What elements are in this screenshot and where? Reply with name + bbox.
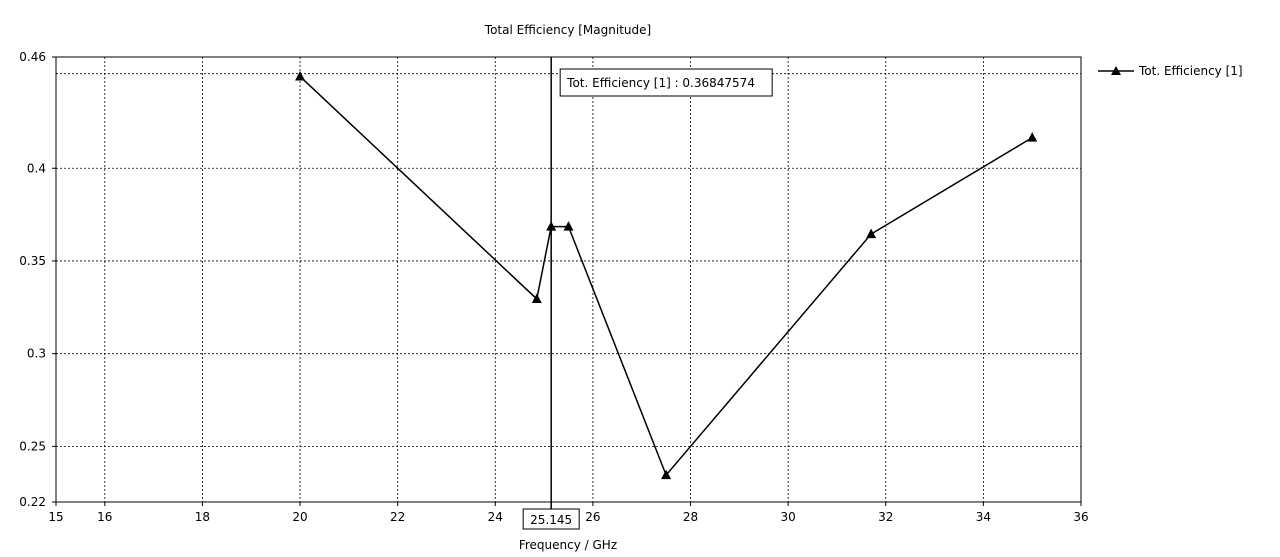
x-tick-label: 36 <box>1073 510 1088 524</box>
x-tick-label: 16 <box>97 510 112 524</box>
data-point <box>661 469 672 480</box>
marker-x-value-box <box>522 508 580 530</box>
chart-title: Total Efficiency [Magnitude] <box>484 23 651 37</box>
x-axis-label: Frequency / GHz <box>519 538 617 552</box>
marker-x-value: 25.145 <box>530 513 572 527</box>
data-point <box>563 221 574 231</box>
x-tick-label: 32 <box>878 510 893 524</box>
x-tick-label: 20 <box>292 510 307 524</box>
data-point <box>295 70 306 81</box>
marker-readout: Tot. Efficiency [1] : 0.36847574 <box>566 76 755 90</box>
x-tick-label: 15 <box>48 510 63 524</box>
data-point <box>866 228 877 239</box>
x-tick-label: 30 <box>781 510 796 524</box>
x-axis-ticks: 15 16 18 20 22 24 26 28 30 32 34 36 <box>48 502 1089 524</box>
y-tick-label: 0.4 <box>27 161 46 175</box>
data-point <box>531 293 542 303</box>
x-tick-label: 22 <box>390 510 405 524</box>
x-tick-label: 34 <box>976 510 991 524</box>
y-tick-label: 0.25 <box>19 439 46 453</box>
y-tick-label: 0.3 <box>27 347 46 361</box>
data-point <box>1027 132 1038 142</box>
y-axis-ticks: 0.22 0.25 0.3 0.35 0.4 0.46 <box>19 50 56 509</box>
legend-marker <box>1111 66 1121 75</box>
x-tick-label: 28 <box>683 510 698 524</box>
y-tick-label: 0.35 <box>19 254 46 268</box>
y-tick-label: 0.22 <box>19 495 46 509</box>
series-line <box>299 75 1033 477</box>
legend: Tot. Efficiency [1] <box>1098 64 1243 78</box>
x-tick-label: 24 <box>488 510 503 524</box>
legend-label: Tot. Efficiency [1] <box>1138 64 1243 78</box>
marker-readout-box <box>559 68 773 97</box>
plot-area-frame <box>55 56 1082 503</box>
x-tick-label: 18 <box>195 510 210 524</box>
series-layer <box>295 70 1038 480</box>
y-tick-label: 0.46 <box>19 50 46 64</box>
grid <box>56 57 1081 502</box>
x-tick-label: 26 <box>585 510 600 524</box>
